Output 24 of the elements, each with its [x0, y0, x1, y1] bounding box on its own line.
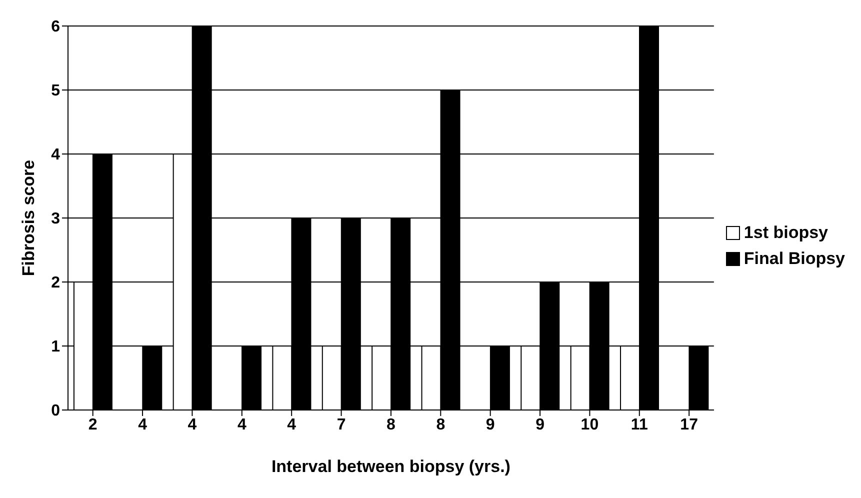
x-tick-label: 4	[188, 416, 197, 434]
x-tick-label: 11	[630, 416, 648, 434]
y-tick-label: 3	[51, 210, 60, 228]
x-tick-label: 9	[536, 416, 545, 434]
x-tick-label: 4	[287, 416, 296, 434]
x-axis-title: Interval between biopsy (yrs.)	[271, 457, 510, 476]
y-tick-label: 2	[51, 274, 60, 292]
x-tick-label: 8	[436, 416, 446, 434]
y-tick-label: 4	[51, 146, 60, 164]
x-tick-label: 7	[336, 416, 346, 434]
x-tick-label: 9	[486, 416, 495, 434]
y-tick-label: 5	[51, 82, 60, 100]
x-tick-label: 10	[580, 416, 599, 434]
x-tick-label: 4	[237, 416, 246, 434]
x-tick-label: 8	[386, 416, 396, 434]
x-tick-label: 4	[138, 416, 148, 434]
y-tick-label: 0	[51, 402, 60, 420]
x-tick-label: 17	[680, 416, 698, 434]
x-tick-label: 2	[88, 416, 98, 434]
y-axis-title: Fibrosis score	[19, 160, 38, 276]
y-tick-label: 6	[51, 18, 60, 36]
legend-label: 1st biopsy	[744, 223, 828, 243]
legend-label: Final Biopsy	[744, 249, 845, 269]
y-tick-label: 1	[51, 338, 60, 356]
